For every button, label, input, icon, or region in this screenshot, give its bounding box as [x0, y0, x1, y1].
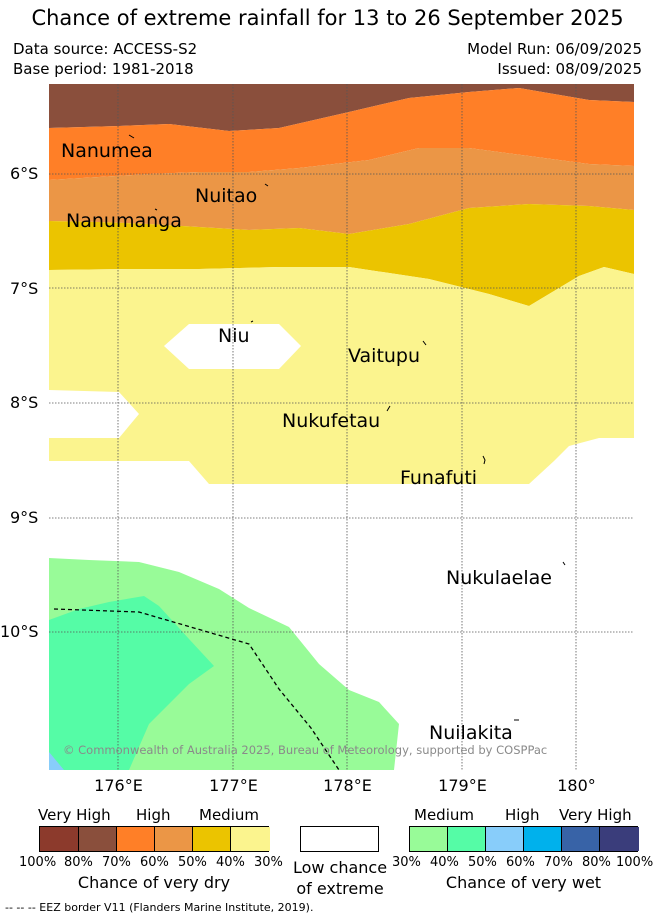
zone-very-high-dry — [49, 84, 634, 131]
place-label: Nanumea — [61, 140, 153, 162]
lat-label: 8°S — [10, 393, 39, 412]
eez-border — [53, 608, 340, 770]
place-label: Nuitao — [195, 185, 258, 207]
lon-label: 179°E — [438, 776, 487, 795]
island-vaitupu — [422, 340, 427, 346]
legend-dry-level: High — [136, 806, 171, 824]
map-title: Chance of extreme rainfall for 13 to 26 … — [31, 6, 624, 30]
legend-neutral-caption-2: of extreme — [296, 879, 384, 898]
legend-wet-level: High — [505, 806, 540, 824]
lon-label: 176°E — [94, 776, 143, 795]
legend-wet-percent: 50% — [468, 855, 497, 870]
zone-low-chance-niu — [164, 324, 301, 369]
zone-low-dry — [49, 267, 634, 484]
legend-dry-swatch — [117, 827, 155, 851]
legend-wet-swatch — [448, 827, 486, 851]
legend-wet-level: Very High — [559, 806, 632, 824]
legend-wet-percent: 30% — [392, 855, 421, 870]
legend-dry-swatch — [231, 827, 270, 851]
place-label: Niu — [218, 325, 250, 347]
place-label: Nuilakita — [429, 722, 513, 744]
legend-neutral-caption-1: Low chance — [292, 858, 388, 877]
legend-wet-percent: 80% — [582, 855, 611, 870]
islands — [128, 134, 566, 721]
legend-wet-swatch — [562, 827, 600, 851]
legend-wet-swatch — [600, 827, 639, 851]
legend-dry-swatch — [79, 827, 117, 851]
legend-dry-percent: 50% — [178, 855, 207, 870]
legend-dry-percent: 40% — [216, 855, 245, 870]
place-label: Vaitupu — [348, 345, 421, 367]
legend-dry-swatch — [155, 827, 193, 851]
base-period: Base period: 1981-2018 — [13, 60, 194, 78]
legend-wet-level: Medium — [414, 806, 474, 824]
rainfall-map — [49, 84, 634, 770]
island-funafuti — [482, 455, 486, 465]
legend-dry-swatch — [40, 827, 79, 851]
legend-wet-swatch — [410, 827, 448, 851]
legend-neutral-swatch — [300, 826, 379, 852]
legend-dry-level: Medium — [199, 806, 259, 824]
zone-medium-high-wet — [49, 596, 214, 770]
legend-wet-colorbar — [409, 826, 639, 852]
island-nanumea — [128, 134, 135, 139]
eez-footnote: -- -- -- EEZ border V11 (Flanders Marine… — [5, 901, 314, 914]
issued-date: Issued: 08/09/2025 — [497, 60, 642, 78]
legend-wet-percent: 70% — [544, 855, 573, 870]
lat-label: 7°S — [10, 279, 39, 298]
legend-dry-swatch — [193, 827, 231, 851]
island-nukufetau — [386, 405, 391, 412]
lat-label: 6°S — [10, 164, 39, 183]
legend-dry-level: Very High — [38, 806, 111, 824]
legend-dry-caption: Chance of very dry — [77, 873, 231, 892]
island-nanumanga — [154, 208, 158, 211]
island-nukulaelae — [562, 561, 566, 566]
place-label: Funafuti — [400, 467, 478, 489]
lat-label: 10°S — [0, 622, 39, 641]
legend-wet-caption: Chance of very wet — [445, 873, 602, 892]
legend-dry-colorbar — [39, 826, 270, 852]
zone-medium-high-dry — [49, 148, 634, 234]
graticule — [49, 84, 634, 770]
place-label: Nanumanga — [66, 210, 182, 232]
legend-dry-percent: 70% — [102, 855, 131, 870]
legend-dry-percent: 100% — [19, 855, 57, 870]
legend-wet-percent: 40% — [430, 855, 459, 870]
zone-medium-dry — [49, 204, 634, 306]
lat-label: 9°S — [10, 508, 39, 527]
place-label: Nukufetau — [282, 410, 381, 432]
legend-wet-percent: 60% — [506, 855, 535, 870]
island-nuitao — [264, 183, 269, 187]
island-niu — [250, 320, 254, 323]
lon-label: 178°E — [323, 776, 372, 795]
legend-wet-percent: 100% — [616, 855, 654, 870]
legend-wet-swatch — [486, 827, 524, 851]
data-source: Data source: ACCESS-S2 — [13, 40, 198, 58]
zone-high-wet — [49, 752, 64, 770]
legend-dry-percent: 30% — [254, 855, 283, 870]
lon-label: 177°E — [209, 776, 258, 795]
model-run: Model Run: 06/09/2025 — [467, 40, 642, 58]
place-label: Nukulaelae — [446, 567, 552, 589]
legend-wet-swatch — [524, 827, 562, 851]
zone-high-dry — [49, 88, 634, 180]
copyright-notice: © Commonwealth of Australia 2025, Bureau… — [63, 743, 548, 757]
legend-dry-percent: 80% — [64, 855, 93, 870]
lon-label: 180° — [557, 776, 596, 795]
legend-dry-percent: 60% — [140, 855, 169, 870]
